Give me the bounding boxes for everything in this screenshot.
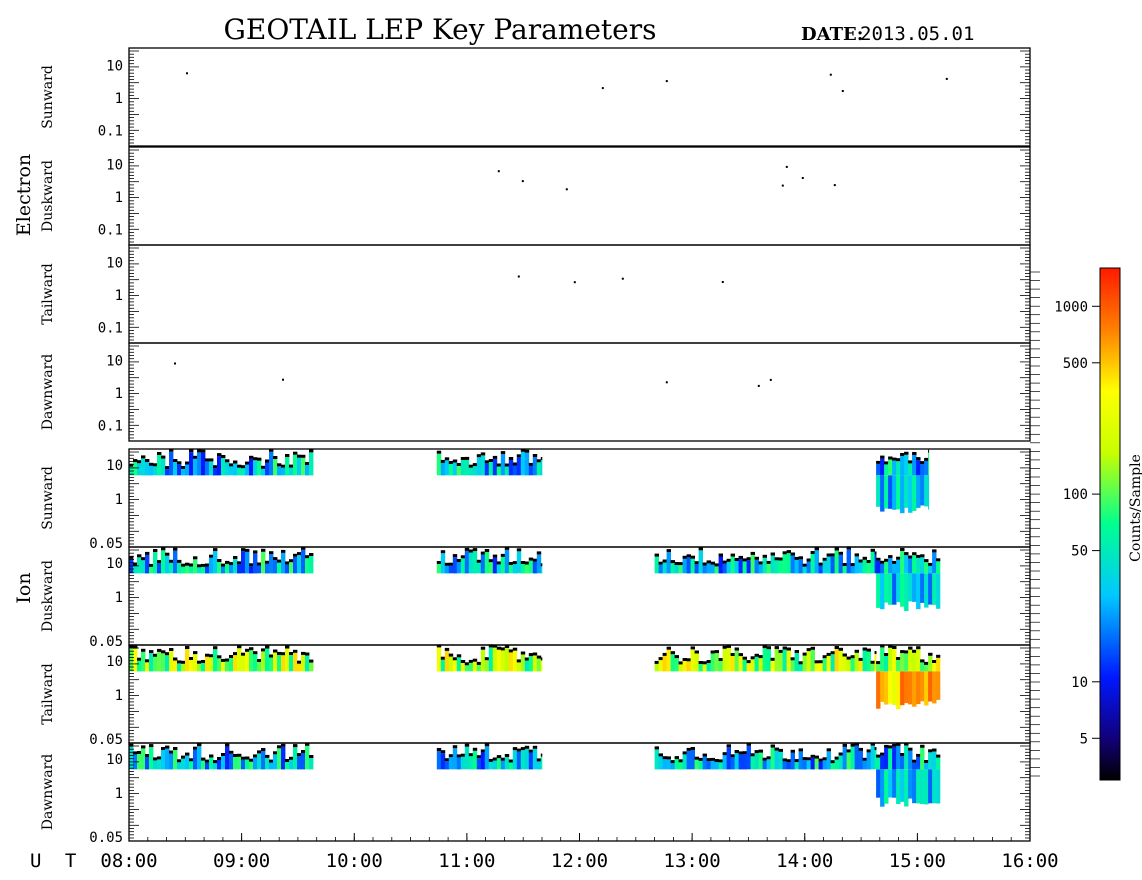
y-tick-label: 0.05 <box>89 634 123 650</box>
date-value: 2013.05.01 <box>860 23 974 45</box>
y-tick-label: 10 <box>106 752 123 768</box>
panel-label: Dawnward <box>40 754 56 831</box>
y-tick-label: 10 <box>106 59 123 75</box>
y-tick-label: 0.05 <box>89 536 123 552</box>
panel-tick-marks <box>129 549 1030 643</box>
panel-tick-marks <box>129 647 1030 741</box>
y-tick-label: 10 <box>106 158 123 174</box>
panel-label: Sunward <box>40 466 56 530</box>
y-tick-label: 1 <box>115 386 123 402</box>
colorbar-tick-label: 500 <box>1063 356 1088 372</box>
colorbar-tick-label: 1000 <box>1054 299 1088 315</box>
x-tick-label: 15:00 <box>889 850 946 872</box>
panel-label: Tailward <box>40 263 56 325</box>
x-tick-label: 16:00 <box>1001 850 1058 872</box>
y-tick-label: 10 <box>106 556 123 572</box>
panel-tick-marks <box>129 149 1030 243</box>
panel-electron-duskward: 10 1 0.1 Duskward <box>40 146 1031 246</box>
y-tick-label: 0.1 <box>98 123 123 139</box>
colorbar-gradient <box>1099 267 1121 781</box>
panel-tick-marks <box>129 50 1030 144</box>
y-tick-label: 1 <box>115 288 123 304</box>
panel-label: Sunward <box>40 65 56 129</box>
panel-electron-sunward: 10 1 0.1 Sunward <box>40 47 1031 147</box>
panel-label: Duskward <box>40 560 56 632</box>
panel-electron-dawnward: 10 1 0.1 Dawnward <box>40 342 1031 442</box>
spectrogram-body <box>517 275 724 284</box>
panel-tick-marks <box>129 451 1030 545</box>
x-tick-label: 08:00 <box>100 850 157 872</box>
panel-ion-tailward: 10 1 0.05 Tailward <box>40 644 1031 748</box>
spectrogram-body <box>174 362 772 387</box>
colorbar-tick-label: 5 <box>1080 731 1088 747</box>
y-tick-label: 1 <box>115 590 123 606</box>
y-tick-label: 1 <box>115 190 123 206</box>
panel-ion-sunward: 10 1 0.05 Sunward <box>40 448 1031 552</box>
panel-label: Dawnward <box>40 354 56 431</box>
group-label-electron: Electron <box>13 154 35 236</box>
colorbar-tick-label: 100 <box>1063 487 1088 503</box>
panel-frame <box>128 342 1031 442</box>
x-tick-label: 14:00 <box>776 850 833 872</box>
panel-tick-marks <box>129 247 1030 341</box>
colorbar: 5 10 50 100 500 1000 Counts/Sample <box>1030 267 1142 781</box>
spectrogram-body <box>129 448 930 514</box>
panel-ion-dawnward: 10 1 0.05 Dawnward <box>40 742 1031 846</box>
y-tick-label: 10 <box>106 654 123 670</box>
panel-tick-marks <box>129 345 1030 439</box>
y-tick-label: 1 <box>115 688 123 704</box>
plot-title: GEOTAIL LEP Key Parameters <box>224 13 657 46</box>
y-tick-label: 1 <box>115 91 123 107</box>
panel-tick-marks <box>129 745 1030 839</box>
x-tick-label: 09:00 <box>213 850 270 872</box>
y-tick-label: 0.1 <box>98 222 123 238</box>
spectrogram-body <box>497 165 836 191</box>
x-tick-label: 12:00 <box>551 850 608 872</box>
group-label-ion: Ion <box>13 572 35 603</box>
spectrogram-body <box>129 742 941 807</box>
y-tick-label: 0.1 <box>98 320 123 336</box>
time-axis: U T 08:00 09:00 10:00 11:00 12:00 13:00 14:00 15… <box>30 833 1059 872</box>
y-tick-label: 1 <box>115 492 123 508</box>
spectrogram-body <box>129 546 941 611</box>
panel-label: Duskward <box>40 160 56 232</box>
y-tick-label: 0.05 <box>89 732 123 748</box>
y-tick-label: 10 <box>106 354 123 370</box>
x-tick-label: 11:00 <box>438 850 495 872</box>
y-tick-label: 10 <box>106 256 123 272</box>
spectrogram-body <box>129 644 941 710</box>
x-tick-label: 10:00 <box>326 850 383 872</box>
panel-frame <box>128 47 1031 147</box>
panel-electron-tailward: 10 1 0.1 Tailward <box>40 244 1031 344</box>
spectrogram-panels: 10 1 0.1 Sunward 10 1 0.1 Duskward 10 1 0.1 Tailwar… <box>40 47 1031 846</box>
y-tick-label: 0.05 <box>89 830 123 846</box>
spectrogram-body <box>186 72 948 92</box>
x-tick-label: 13:00 <box>664 850 721 872</box>
date-label: DATE: <box>801 24 863 45</box>
colorbar-label: Counts/Sample <box>1128 454 1142 562</box>
panel-ion-duskward: 10 1 0.05 Duskward <box>40 546 1031 650</box>
colorbar-tick-label: 10 <box>1071 675 1088 691</box>
x-axis-prefix: U T <box>30 850 82 872</box>
panel-label: Tailward <box>40 663 56 725</box>
y-tick-label: 0.1 <box>98 418 123 434</box>
panel-frame <box>128 244 1031 344</box>
colorbar-ticks: 5 10 50 100 500 1000 <box>1030 271 1100 777</box>
panel-frame <box>128 146 1031 246</box>
y-tick-label: 10 <box>106 458 123 474</box>
y-tick-label: 1 <box>115 786 123 802</box>
colorbar-tick-label: 50 <box>1071 544 1088 560</box>
